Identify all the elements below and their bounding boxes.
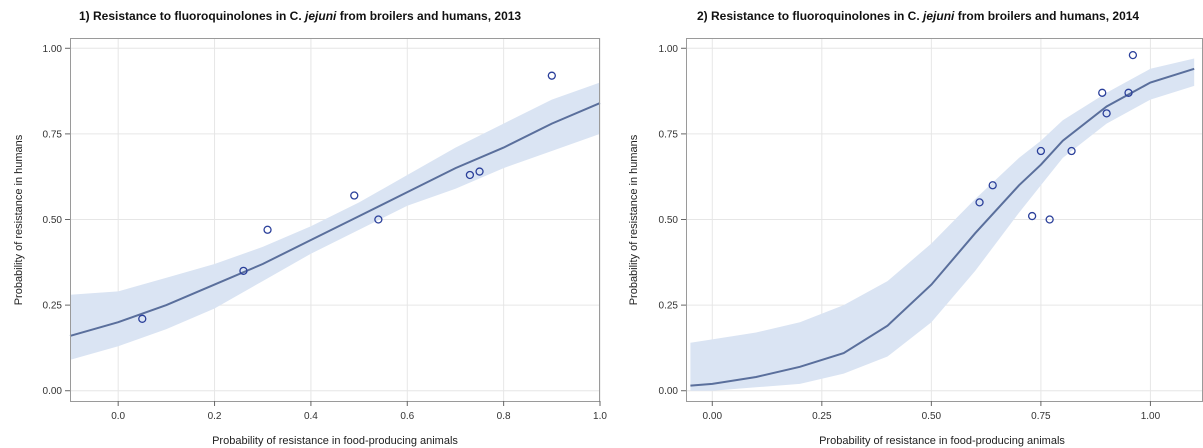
x-tick-label: 0.4 [304, 411, 318, 422]
data-point [350, 191, 359, 200]
confidence-band [690, 58, 1195, 391]
x-tick-label: 0.0 [111, 411, 125, 422]
y-tick-label: 0.75 [659, 129, 679, 140]
fit-line [690, 67, 1195, 387]
x-axis-label: Probability of resistance in food-produc… [819, 435, 1065, 447]
x-tick-label: 1.0 [593, 411, 607, 422]
observed-points [138, 71, 556, 323]
x-axis-ticks: 0.0 0.2 0.4 0.6 0.8 1.0 [111, 401, 607, 422]
fitted-curve [690, 67, 1195, 387]
x-tick-label: 0.50 [922, 411, 942, 422]
y-axis-label: Probability of resistance in humans [628, 134, 640, 305]
data-point [138, 314, 147, 323]
chart-title: 1) Resistance to fluoroquinolones in C. … [79, 9, 521, 23]
x-tick-label: 0.75 [1031, 411, 1051, 422]
data-point [1102, 109, 1111, 118]
data-point [975, 198, 984, 207]
x-tick-label: 1.00 [1141, 411, 1161, 422]
y-tick-label: 0.00 [659, 386, 679, 397]
y-tick-label: 0.50 [43, 215, 63, 226]
x-tick-label: 0.2 [208, 411, 222, 422]
data-point [1027, 211, 1037, 221]
data-point [1067, 146, 1076, 156]
y-axis-ticks: 0.00 0.25 0.50 0.75 1.00 [659, 44, 686, 397]
ci-band [690, 58, 1195, 391]
x-tick-label: 0.6 [400, 411, 414, 422]
fit-line [69, 102, 601, 337]
data-point [239, 266, 248, 276]
confidence-band [70, 82, 600, 360]
plot-frame [70, 38, 600, 402]
y-tick-label: 0.75 [43, 129, 63, 140]
y-tick-label: 0.50 [659, 215, 679, 226]
data-point [988, 181, 997, 190]
x-tick-label: 0.00 [703, 411, 723, 422]
y-tick-label: 1.00 [659, 44, 679, 55]
y-axis-ticks: 0.00 0.25 0.50 0.75 1.00 [43, 44, 70, 397]
x-tick-label: 0.8 [497, 411, 511, 422]
y-tick-label: 1.00 [43, 44, 63, 55]
x-axis-label: Probability of resistance in food-produc… [212, 435, 458, 447]
y-tick-label: 0.00 [43, 386, 63, 397]
data-point [1098, 88, 1107, 97]
data-point [465, 170, 475, 180]
data-point [475, 167, 484, 176]
data-point [1036, 146, 1046, 156]
chart-panel-2014: 2) Resistance to fluoroquinolones in C. … [628, 9, 1203, 447]
data-point [263, 225, 272, 234]
data-point [1128, 50, 1138, 60]
y-axis-label: Probability of resistance in humans [13, 134, 25, 305]
data-point [374, 215, 383, 224]
ci-band [70, 82, 600, 360]
x-tick-label: 0.25 [812, 411, 832, 422]
data-point [1045, 215, 1054, 224]
fitted-curve [69, 102, 601, 337]
data-point [547, 71, 556, 80]
x-axis-ticks: 0.00 0.25 0.50 0.75 1.00 [703, 401, 1161, 422]
chart-title: 2) Resistance to fluoroquinolones in C. … [697, 9, 1139, 23]
data-point [1124, 88, 1133, 97]
observed-points [975, 50, 1138, 224]
chart-panel-2013: 1) Resistance to fluoroquinolones in C. … [13, 9, 607, 447]
y-tick-label: 0.25 [43, 301, 63, 312]
y-tick-label: 0.25 [659, 301, 679, 312]
